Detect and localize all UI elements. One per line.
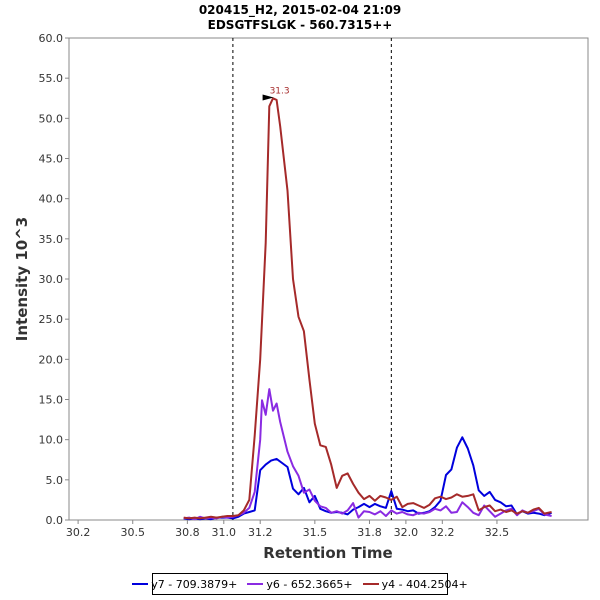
- x-tick-label: 31.2: [248, 526, 273, 539]
- y-tick-label: 50.0: [39, 112, 64, 125]
- series-line-0: [183, 436, 552, 521]
- y-tick-label: 0.0: [46, 514, 64, 527]
- x-tick-label: 32.2: [430, 526, 455, 539]
- y-tick-label: 55.0: [39, 72, 64, 85]
- y-tick-label: 20.0: [39, 353, 64, 366]
- series-layer: [183, 97, 552, 521]
- series-line-2: [183, 97, 552, 520]
- y-tick-label: 25.0: [39, 313, 64, 326]
- legend-label-y6: y6 - 652.3665+: [266, 577, 353, 591]
- x-axis-label: Retention Time: [263, 544, 392, 562]
- legend-swatch-y6: [247, 583, 264, 585]
- peak-label: 31.3: [270, 86, 290, 96]
- peak-marker-arrow: [262, 94, 274, 101]
- y-tick-label: 40.0: [39, 193, 64, 206]
- y-tick-label: 35.0: [39, 233, 64, 246]
- x-tick-label: 30.2: [66, 526, 91, 539]
- chart-subtitle: EDSGTFSLGK - 560.7315++: [208, 18, 393, 32]
- x-tick-label: 32.0: [394, 526, 419, 539]
- y-tick-label: 30.0: [39, 273, 64, 286]
- x-tick-label: 30.8: [175, 526, 200, 539]
- legend-item-y6: y6 - 652.3665+: [247, 577, 353, 591]
- legend-swatch-y4: [362, 583, 379, 585]
- legend-label-y4: y4 - 404.2504+: [381, 577, 468, 591]
- chart-title: 020415_H2, 2015-02-04 21:09: [199, 3, 401, 18]
- integration-bounds: [232, 38, 392, 520]
- x-tick-label: 31.8: [357, 526, 382, 539]
- legend: y7 - 709.3879+ y6 - 652.3665+ y4 - 404.2…: [132, 573, 468, 595]
- y-tick-label: 5.0: [46, 474, 64, 487]
- x-axis: 30.2 30.5 30.8 31.0 31.2 31.5 31.8 32.0 32.2 32.5: [66, 520, 509, 539]
- legend-item-y4: y4 - 404.2504+: [362, 577, 468, 591]
- y-tick-label: 10.0: [39, 434, 64, 447]
- legend-item-y7: y7 - 709.3879+: [132, 578, 237, 591]
- x-tick-label: 30.5: [120, 526, 145, 539]
- legend-swatch-y7: [132, 583, 149, 585]
- legend-label-y7: y7 - 709.3879+: [151, 577, 238, 591]
- y-tick-label: 45.0: [39, 153, 64, 166]
- y-tick-label: 15.0: [39, 394, 64, 407]
- x-tick-label: 31.0: [212, 526, 237, 539]
- x-tick-label: 32.5: [485, 526, 510, 539]
- y-tick-label: 60.0: [39, 32, 64, 45]
- y-axis: 0.0 5.0 10.0 15.0 20.0 25.0 30.0 35.0 40.0 45.0 50…: [39, 32, 69, 527]
- x-tick-label: 31.5: [303, 526, 328, 539]
- series-line-1: [183, 388, 552, 521]
- annotation-layer: 31.3: [262, 86, 290, 101]
- plot-frame: [68, 37, 589, 521]
- y-axis-label: Intensity 10^3: [13, 217, 31, 341]
